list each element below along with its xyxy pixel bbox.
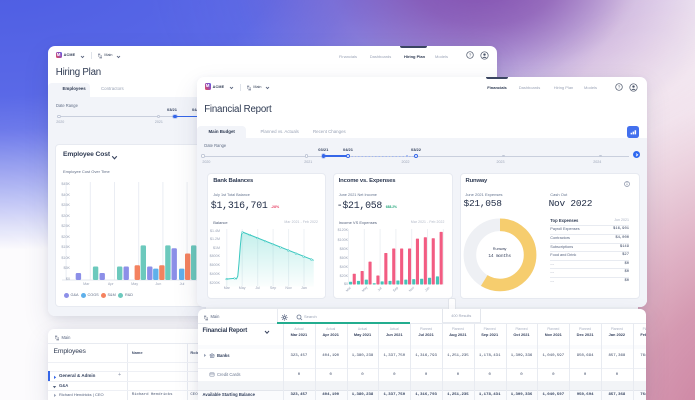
- svg-text:?: ?: [468, 53, 471, 58]
- svg-text:?: ?: [617, 84, 620, 89]
